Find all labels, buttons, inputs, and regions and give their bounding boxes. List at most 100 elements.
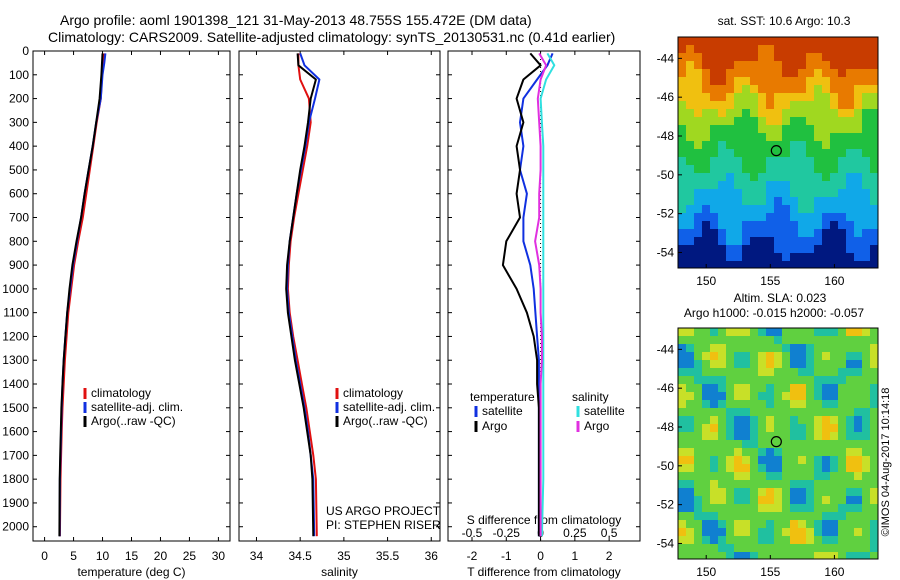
legend-label: satellite-adj. clim.: [91, 400, 183, 414]
credit-project: US ARGO PROJECT: [326, 504, 441, 518]
legend-group-title: salinity: [572, 390, 609, 404]
series-line: [285, 53, 317, 537]
x-axis-label: temperature (deg C): [77, 565, 185, 579]
sst-map-panel: 150 155 160 -44 -46 -48 -50 -52 -54 sat. SST: 10.…: [657, 14, 879, 288]
x-axis-label: T difference from climatology: [467, 565, 621, 579]
map-y-tick-label: -54: [657, 245, 675, 259]
x-tick-label: 36: [425, 549, 439, 563]
map-x-tick-label: 150: [696, 565, 716, 579]
y-tick-label: 1500: [2, 401, 29, 415]
y-tick-label: 1800: [2, 472, 29, 486]
x-tick-label: 10: [96, 549, 110, 563]
map-y-tick-label: -44: [657, 342, 675, 356]
map-y-tick-label: -46: [657, 90, 675, 104]
y-tick-label: 400: [9, 139, 29, 153]
y-tick-label: 800: [9, 234, 29, 248]
legend-label: Argo: [584, 419, 610, 433]
y-tick-label: 0: [22, 44, 29, 58]
x-tick-label: 34.5: [288, 549, 312, 563]
x-tick-label: 2: [606, 549, 613, 563]
map-y-tick-label: -52: [657, 498, 675, 512]
legend-label: satellite: [482, 404, 523, 418]
map-frame: [677, 327, 879, 560]
x-tick-label: 0: [537, 549, 544, 563]
x2-tick-label: 0.5: [601, 526, 618, 540]
argo-position-marker: [770, 436, 782, 448]
x-tick-label: 25: [183, 549, 197, 563]
legend-label: Argo: [482, 419, 508, 433]
map-y-tick-label: -44: [657, 51, 675, 65]
map-x-tick-label: 160: [824, 565, 844, 579]
map-title: Altim. SLA: 0.023: [734, 291, 827, 305]
legend-label: Argo(..raw -QC): [91, 414, 176, 428]
legend-label: satellite: [584, 404, 625, 418]
map-y-tick-label: -50: [657, 459, 675, 473]
x-tick-label: 35.5: [376, 549, 400, 563]
map-field: [678, 37, 878, 268]
map-y-tick-label: -46: [657, 381, 675, 395]
x-tick-label: -2: [467, 549, 478, 563]
map-y-tick-label: -54: [657, 536, 675, 550]
y-tick-label: 700: [9, 211, 29, 225]
y-tick-label: 300: [9, 115, 29, 129]
x2-tick-label: -0.25: [493, 526, 521, 540]
x-tick-label: -1: [501, 549, 512, 563]
map-y-tick-label: -50: [657, 168, 675, 182]
series-line: [58, 53, 104, 537]
profile-panel-1: 0100200300400500600700800900100011001200…: [2, 44, 231, 579]
map-subtitle: Argo h1000: -0.015 h2000: -0.057: [684, 306, 864, 320]
x-tick-label: 1: [572, 549, 579, 563]
series-line: [501, 52, 542, 537]
credit-pi: PI: STEPHEN RISER: [326, 518, 441, 532]
figure-title-line2: Climatology: CARS2009. Satellite-adjuste…: [48, 29, 616, 45]
argo-position-marker: [770, 145, 782, 157]
x-tick-label: 30: [212, 549, 226, 563]
profile-panel-3: -2 -1 0 1 2 T difference from climatology -0.5…: [447, 50, 641, 579]
x2-tick-label: -0.5: [462, 526, 483, 540]
map-x-tick-label: 155: [760, 274, 780, 288]
legend-label: climatology: [343, 386, 403, 400]
legend-group-title: temperature: [470, 390, 535, 404]
x-tick-label: 5: [70, 549, 77, 563]
map-x-tick-label: 150: [696, 274, 716, 288]
y-tick-label: 600: [9, 187, 29, 201]
legend-label: climatology: [91, 386, 151, 400]
plot-frame: [238, 50, 441, 542]
y-tick-label: 1100: [3, 306, 29, 320]
y-tick-label: 1700: [2, 448, 29, 462]
map-y-tick-label: -48: [657, 129, 675, 143]
y-tick-label: 2000: [2, 520, 29, 534]
y-tick-label: 100: [9, 68, 29, 82]
map-y-tick-label: -52: [657, 207, 675, 221]
map-x-tick-label: 160: [824, 274, 844, 288]
x-axis-label: salinity: [321, 565, 358, 579]
y-tick-label: 1200: [2, 329, 29, 343]
y-tick-label: 1300: [2, 353, 29, 367]
plot-frame: [32, 50, 231, 542]
sla-map-panel: 150 155 160 -44 -46 -48 -50 -52 -54 Altim. SLA: 0…: [657, 291, 879, 579]
figure-title-line1: Argo profile: aoml 1901398_121 31-May-20…: [60, 12, 532, 28]
series-line: [534, 52, 548, 537]
x-tick-label: 20: [154, 549, 168, 563]
y-tick-label: 900: [9, 258, 29, 272]
y-tick-label: 1600: [2, 425, 29, 439]
map-frame: [677, 36, 879, 269]
x-tick-label: 15: [125, 549, 139, 563]
x-tick-label: 35: [337, 549, 351, 563]
map-y-tick-label: -48: [657, 420, 675, 434]
map-field: [678, 328, 878, 559]
y-tick-label: 1900: [2, 496, 29, 510]
x2-axis-label: S difference from climatology: [467, 513, 622, 527]
map-title: sat. SST: 10.6 Argo: 10.3: [718, 14, 851, 28]
x2-tick-label: 0.25: [563, 526, 587, 540]
legend-label: satellite-adj. clim.: [343, 400, 435, 414]
y-tick-label: 1000: [2, 282, 29, 296]
profile-panel-2: 34 34.5 35 35.5 36 salinity climatologysatelli…: [238, 50, 441, 579]
map-x-tick-label: 155: [760, 565, 780, 579]
legend-label: Argo(..raw -QC): [343, 414, 428, 428]
series-line: [539, 52, 556, 537]
y-tick-label: 1400: [2, 377, 29, 391]
y-tick-label: 200: [9, 92, 29, 106]
x-tick-label: 34: [250, 549, 264, 563]
